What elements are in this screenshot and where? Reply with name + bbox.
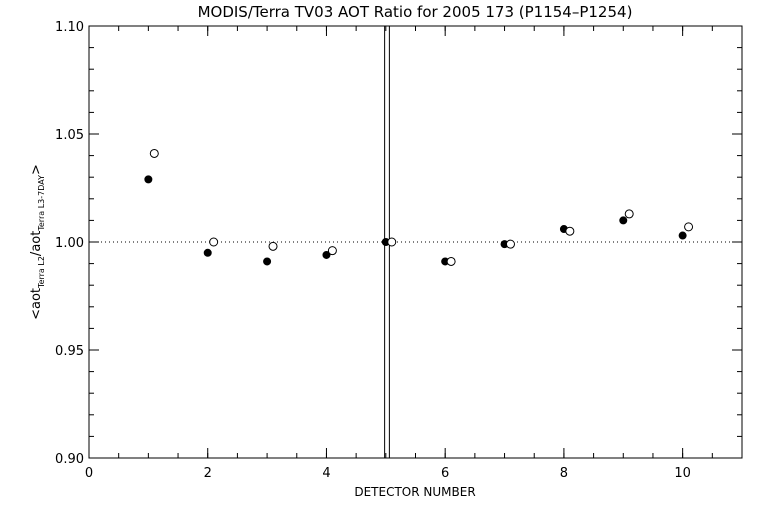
chart-title: MODIS/Terra TV03 AOT Ratio for 2005 173 … [198,3,633,21]
filled-data-point [263,257,272,266]
open-data-point [505,239,515,249]
filled-data-point [144,175,153,184]
y-tick-label: 1.05 [55,128,84,143]
y-tick-label: 0.90 [55,452,84,467]
y-tick-label: 1.10 [55,20,84,35]
y-axis-label: <aotTerra L2/aotTerra L3-7DAY> [29,164,46,320]
open-data-point [624,209,634,219]
filled-data-point [619,216,628,225]
x-tick-label: 8 [560,466,568,481]
open-data-point [268,241,278,251]
open-data-point [209,237,219,247]
y-tick-label: 1.00 [55,236,84,251]
open-data-point [149,148,159,158]
x-tick-label: 6 [441,466,449,481]
y-tick-label: 0.95 [55,344,84,359]
open-data-point [565,226,575,236]
filled-data-point [203,248,212,257]
x-tick-label: 4 [322,466,330,481]
x-tick-label: 0 [85,466,93,481]
filled-data-point [322,250,331,259]
x-tick-label: 10 [674,466,691,481]
open-data-point [387,237,397,247]
open-data-point [684,222,694,232]
filled-data-point [678,231,687,240]
plot-area: 0 2 4 6 8 10 0.90 0.95 1.00 1.05 1.10 [55,20,743,481]
x-axis-label: DETECTOR NUMBER [354,485,475,499]
plot-frame [88,25,743,459]
open-data-point [446,256,456,266]
x-tick-label: 2 [204,466,212,481]
open-data-point [327,246,337,256]
